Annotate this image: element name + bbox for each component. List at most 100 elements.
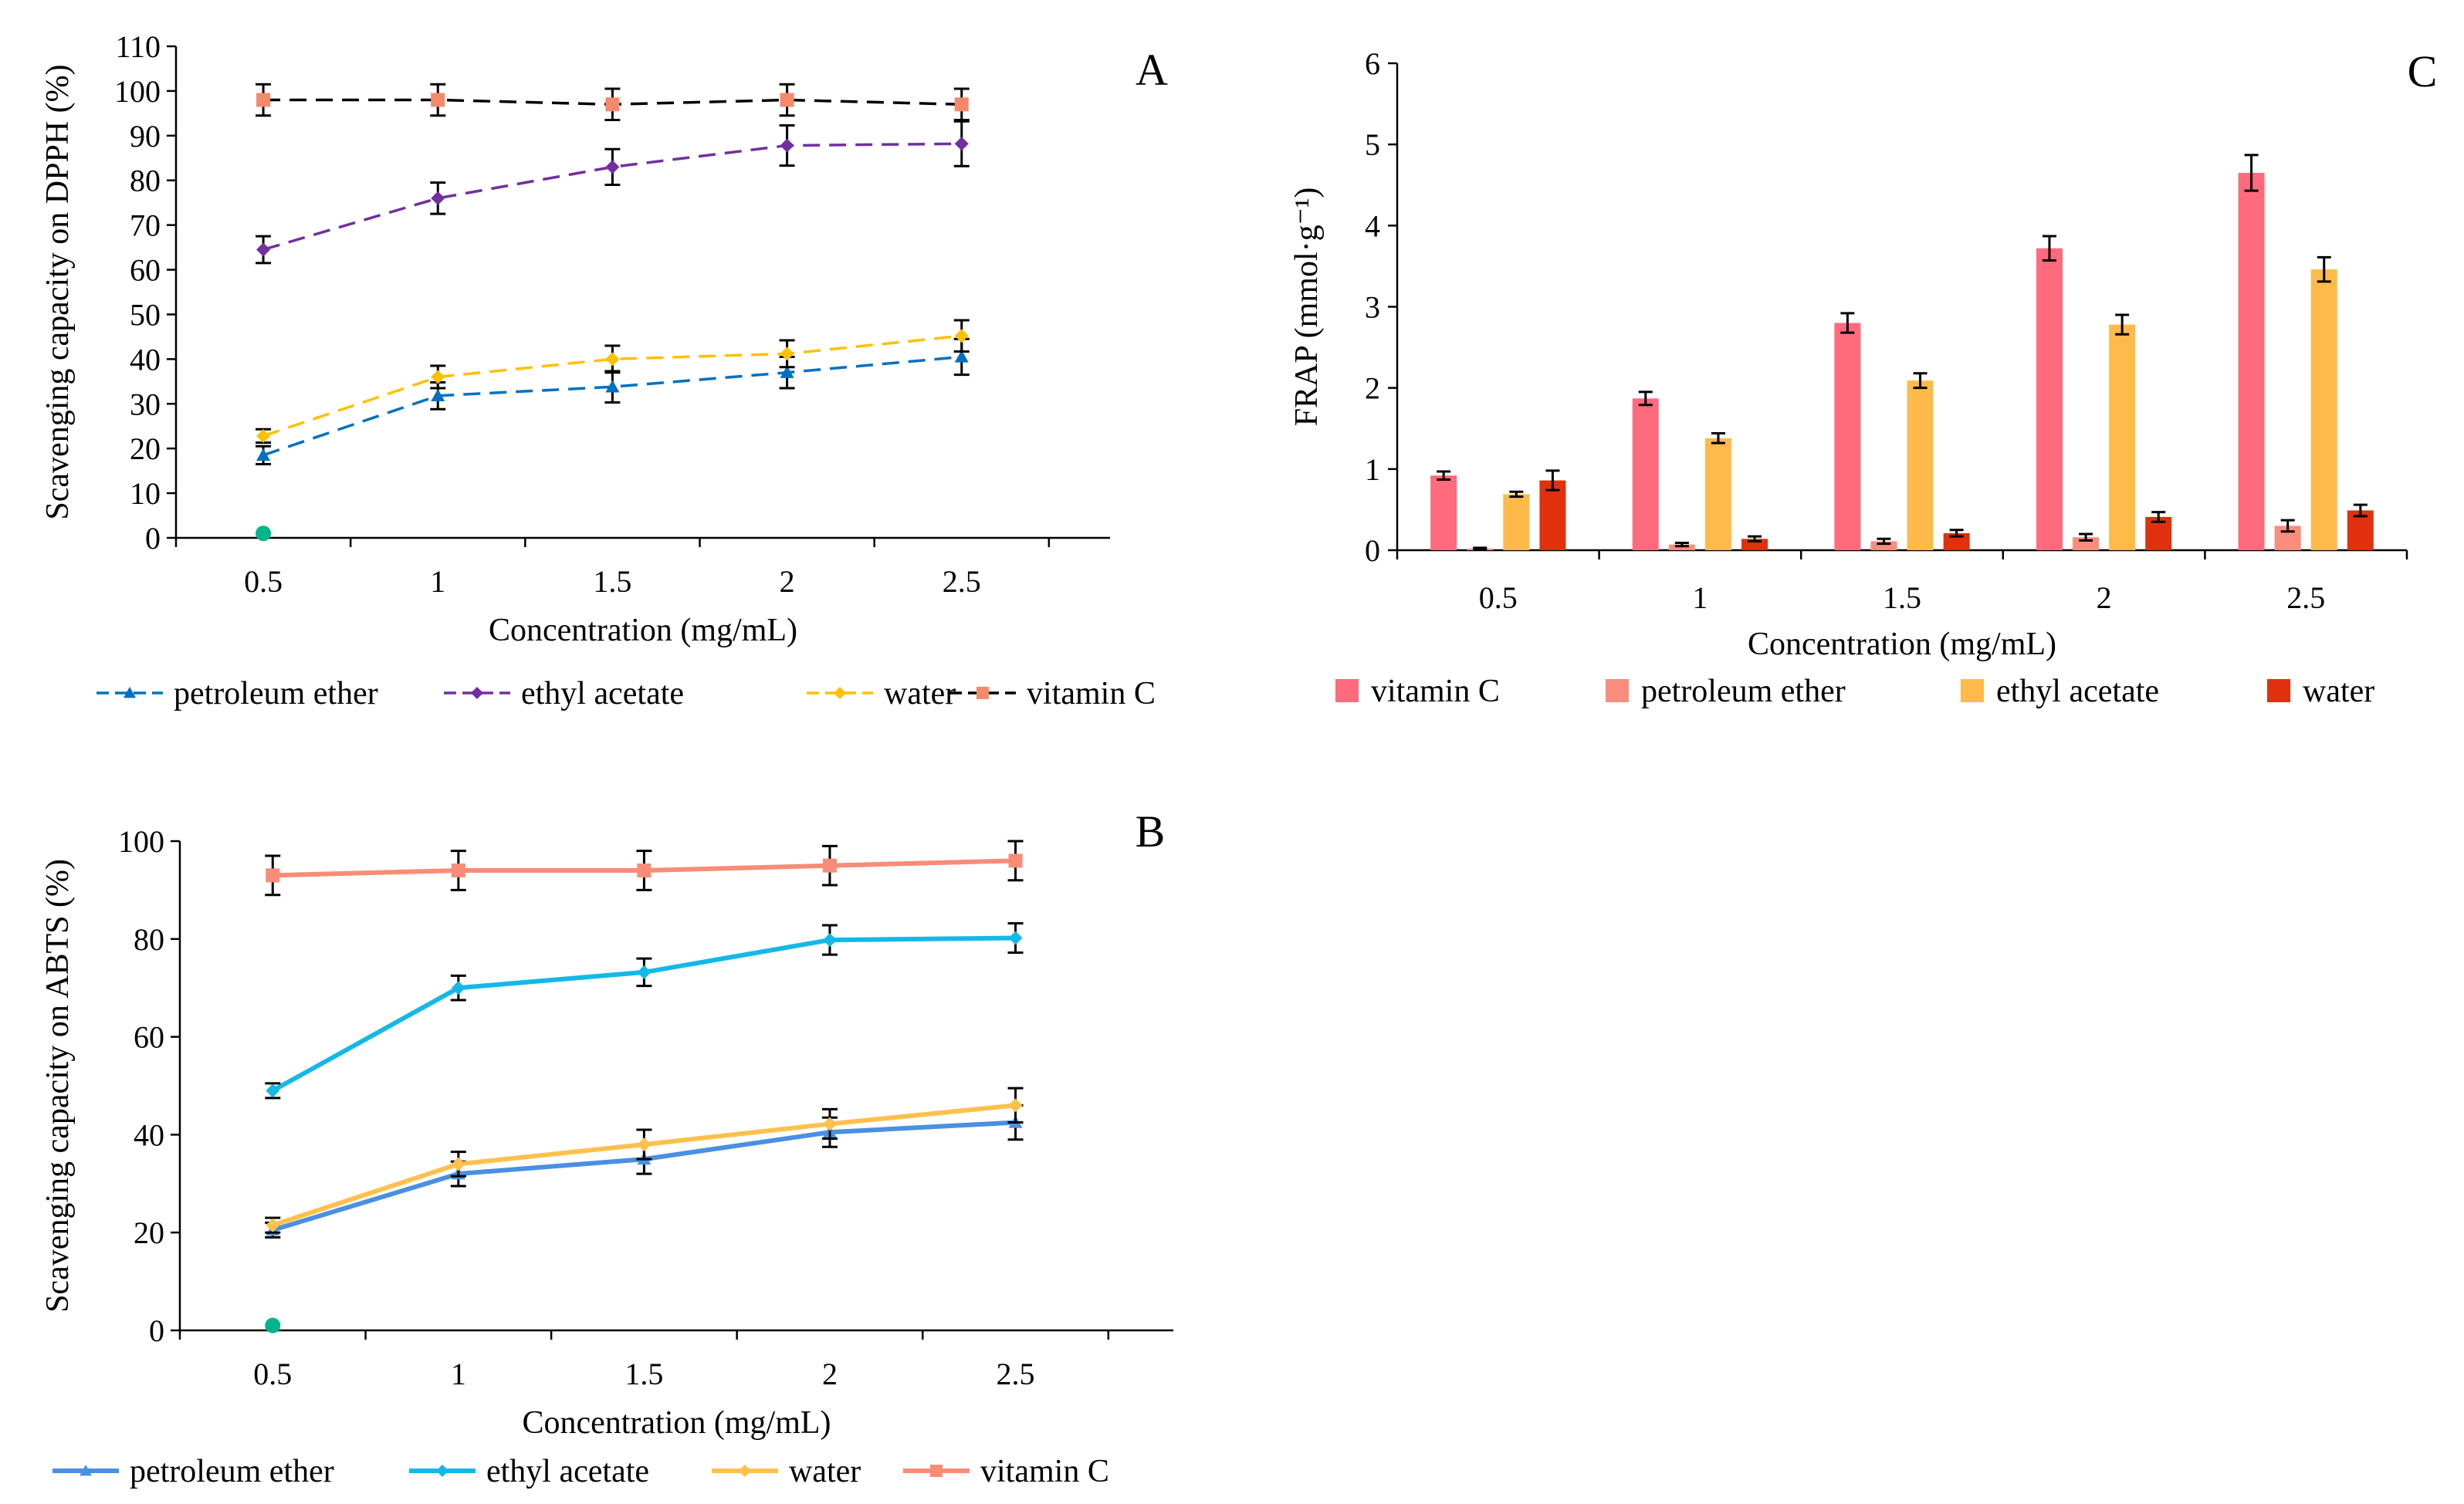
x-axis-title: Concentration (mg/mL)	[489, 613, 797, 648]
bar	[1870, 541, 1897, 550]
data-point	[266, 1083, 280, 1098]
y-axis-title: Scavenging capacity on DPPH (%)	[40, 64, 76, 519]
data-point	[637, 1137, 652, 1152]
legend-marker	[976, 687, 989, 699]
y-tick-label: 1	[1365, 452, 1380, 487]
legend-marker	[436, 1465, 448, 1477]
y-tick-label: 70	[130, 208, 161, 243]
series-line	[262, 142, 962, 252]
y-tick-label: 10	[130, 476, 161, 511]
series-vitamin-c	[256, 83, 970, 122]
panel-label: A	[1136, 45, 1168, 95]
data-point	[256, 428, 271, 443]
series-water	[256, 319, 970, 444]
y-tick-label: 90	[130, 119, 161, 154]
x-tick-label: 0.5	[1479, 580, 1518, 615]
legend-marker	[930, 1465, 943, 1477]
y-tick-label: 0	[149, 1313, 164, 1348]
x-tick-label: 2	[780, 564, 795, 599]
legend: vitamin C petroleum ether ethyl acetate wat…	[1335, 674, 2374, 709]
series-vitamin-c	[1430, 154, 2265, 550]
x-tick-label: 2	[822, 1357, 838, 1391]
legend-label: petroleum ether	[130, 1454, 334, 1489]
x-axis-title: Concentration (mg/mL)	[1748, 627, 2056, 662]
data-point	[954, 329, 969, 343]
legend-item-ethyl-acetate: ethyl acetate	[1961, 674, 2159, 709]
panel-b: 0 20 40 60 80 100 0.5 1 1.5 2 2.5 Concentration (mg…	[40, 806, 1173, 1489]
bar	[1668, 544, 1695, 550]
panel-label: B	[1136, 806, 1166, 857]
extra-data-point	[265, 1317, 281, 1333]
bar	[1503, 494, 1530, 550]
data-point	[266, 868, 280, 883]
legend-label: water	[2303, 674, 2374, 709]
bar	[1539, 480, 1566, 550]
bar	[2109, 324, 2136, 550]
series-water	[265, 1087, 1024, 1234]
bar	[2036, 248, 2063, 550]
y-tick-label: 20	[134, 1215, 164, 1250]
series-petroleum-ether	[265, 1103, 1024, 1239]
data-point	[266, 1218, 280, 1232]
x-tick-label: 2.5	[2286, 580, 2325, 615]
series-ethyl-acetate	[256, 120, 970, 265]
x-tick-label: 2	[2097, 580, 2112, 615]
y-tick-label: 20	[130, 431, 161, 466]
x-tick-label: 1.5	[624, 1357, 663, 1391]
extra-data-point	[256, 526, 272, 542]
legend-item-petroleum-ether: petroleum ether	[96, 676, 378, 711]
y-tick-label: 30	[130, 387, 161, 421]
data-point	[605, 352, 620, 367]
bar	[1834, 323, 1861, 550]
legend-marker	[739, 1465, 751, 1477]
legend-marker	[124, 687, 136, 698]
y-tick-label: 40	[134, 1117, 164, 1152]
y-tick-label: 4	[1365, 208, 1380, 243]
legend-marker	[834, 687, 846, 699]
data-point	[431, 93, 445, 107]
data-point	[256, 448, 271, 461]
data-point	[954, 97, 969, 112]
y-tick-label: 60	[130, 253, 161, 288]
data-point	[822, 1117, 837, 1131]
legend-label: water	[789, 1454, 861, 1489]
data-point	[431, 388, 445, 402]
legend-marker	[471, 687, 483, 699]
legend-label: vitamin C	[1371, 674, 1500, 709]
y-tick-label: 2	[1365, 371, 1380, 406]
legend-item-water: water	[807, 676, 956, 711]
legend-label: vitamin C	[980, 1454, 1109, 1489]
data-point	[431, 370, 445, 384]
legend-label: ethyl acetate	[521, 676, 684, 711]
bar	[1632, 398, 1659, 550]
y-tick-label: 50	[130, 297, 161, 332]
legend-label: ethyl acetate	[1996, 674, 2159, 709]
legend-swatch	[1961, 679, 1984, 702]
data-point	[780, 138, 794, 153]
data-point	[605, 97, 620, 112]
data-point	[451, 1157, 465, 1171]
series-ethyl-acetate	[265, 922, 1024, 1100]
series-ethyl-acetate	[1503, 255, 2337, 550]
x-tick-label: 2.5	[943, 564, 981, 599]
data-point	[637, 965, 652, 979]
legend-item-petroleum-ether: petroleum ether	[52, 1454, 334, 1489]
legend-swatch	[2267, 679, 2290, 702]
bar	[1907, 380, 1934, 550]
data-point	[256, 93, 271, 107]
legend-item-ethyl-acetate: ethyl acetate	[444, 676, 684, 711]
x-tick-label: 0.5	[244, 564, 283, 599]
x-tick-label: 2.5	[997, 1357, 1035, 1391]
legend-swatch	[1606, 679, 1629, 702]
legend-label: ethyl acetate	[486, 1454, 649, 1489]
data-point	[780, 93, 794, 107]
data-point	[780, 346, 794, 361]
legend-item-water: water	[712, 1454, 861, 1489]
bar	[2310, 269, 2337, 550]
y-tick-label: 6	[1365, 46, 1380, 81]
data-point	[431, 191, 445, 205]
panel-label: C	[2408, 46, 2438, 96]
x-tick-label: 1.5	[593, 564, 631, 599]
data-point	[954, 137, 969, 151]
